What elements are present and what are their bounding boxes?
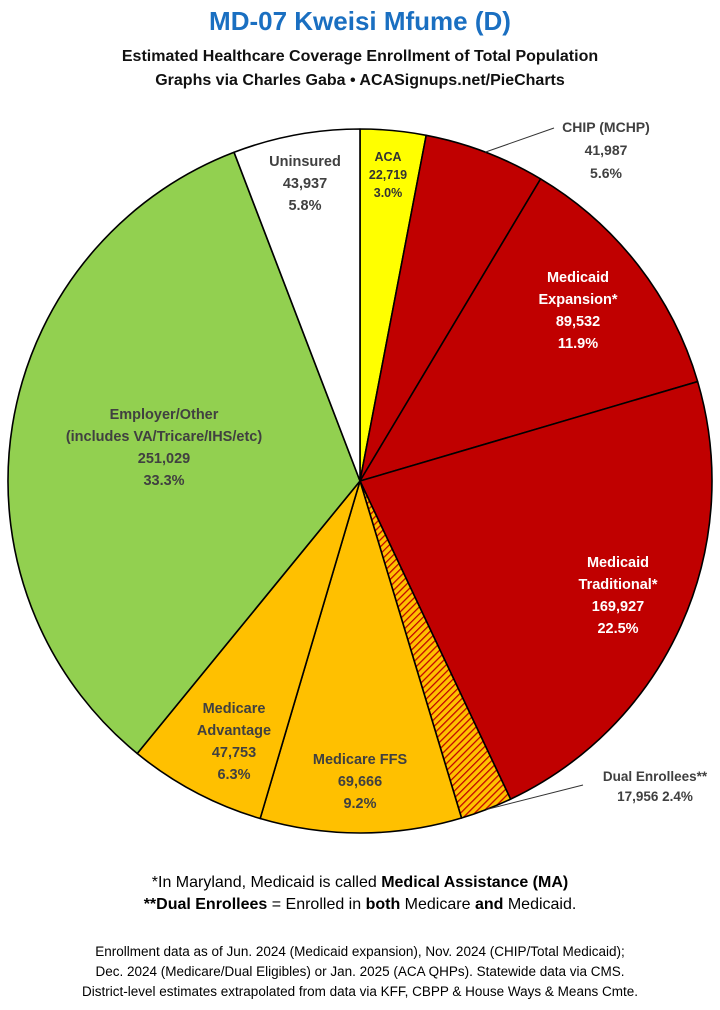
slice-label-dual-enrollees: Dual Enrollees** 17,956 2.4%	[603, 769, 708, 804]
footnote-medicaid: *In Maryland, Medicaid is called Medical…	[151, 874, 569, 891]
slice-label-medicaid-traditional: Medicaid Traditional* 169,927 22.5%	[579, 555, 658, 637]
pie-slice-employer-other-includes-va-tricare-ihs-etc	[7, 151, 361, 755]
leader-line-dual-enrollees	[486, 784, 584, 810]
chart-title: MD-07 Kweisi Mfume (D)	[209, 6, 511, 36]
source-line: Dec. 2024 (Medicare/Dual Eligibles) or J…	[95, 964, 625, 979]
source-line: District-level estimates extrapolated fr…	[82, 984, 638, 999]
chart-subtitle: Estimated Healthcare Coverage Enrollment…	[121, 48, 599, 65]
chart-credit: Graphs via Charles Gaba • ACASignups.net…	[155, 72, 565, 89]
footnote-dual-enrollees: **Dual Enrollees = Enrolled in both Medi…	[143, 896, 577, 913]
slice-label-chip-mchp: CHIP (MCHP) 41,987 5.6%	[562, 119, 650, 181]
leader-line-chip-mchp	[485, 127, 555, 153]
slice-label-employer-other-includes-va-tricare-ihs-etc: Employer/Other (includes VA/Tricare/IHS/e…	[66, 407, 263, 489]
footnotes: *In Maryland, Medicaid is called Medical…	[0, 872, 720, 916]
slice-label-uninsured: Uninsured 43,937 5.8%	[269, 154, 341, 214]
pie-slice-medicaid-traditional	[359, 380, 713, 800]
slice-label-medicare-ffs: Medicare FFS 69,666 9.2%	[313, 752, 408, 812]
pie-chart: ACA 22,719 3.0% CHIP (MCHP) 41,987 5.6% Medica…	[7, 119, 713, 834]
pie-slice-uninsured	[233, 128, 361, 482]
slice-label-aca: ACA 22,719 3.0%	[369, 150, 407, 200]
slice-label-medicare-advantage: Medicare Advantage 47,753 6.3%	[197, 701, 271, 783]
pie-slice-medicare-ffs	[259, 480, 463, 834]
pie-slice-medicare-advantage	[136, 480, 361, 820]
slice-label-medicaid-expansion: Medicaid Expansion* 89,532 11.9%	[539, 270, 618, 352]
source-notes: Enrollment data as of Jun. 2024 (Medicai…	[0, 942, 720, 1002]
source-line: Enrollment data as of Jun. 2024 (Medicai…	[95, 944, 625, 959]
pie-slice-medicaid-expansion	[359, 178, 699, 482]
